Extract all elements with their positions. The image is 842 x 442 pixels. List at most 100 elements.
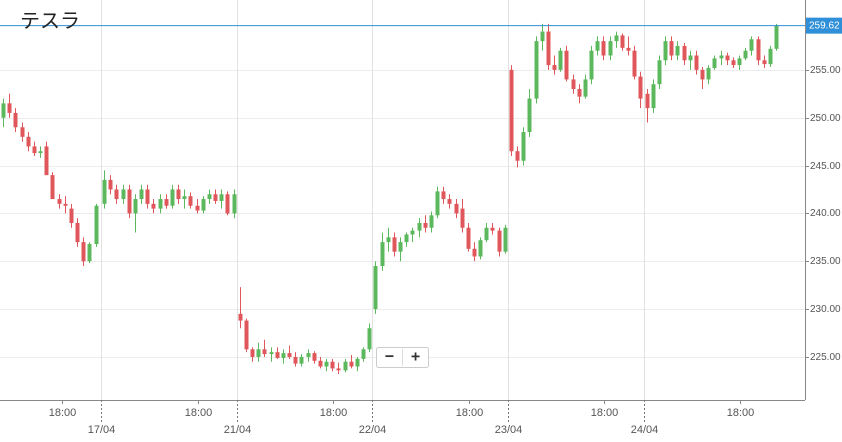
candle-body bbox=[700, 69, 705, 80]
candle-body bbox=[608, 41, 613, 56]
candle-body bbox=[583, 79, 588, 97]
candle-body bbox=[552, 65, 557, 70]
candle-body bbox=[75, 222, 80, 243]
candle-body bbox=[275, 352, 280, 358]
chart-title: テスラ bbox=[20, 10, 80, 32]
candle-body bbox=[108, 179, 113, 190]
candle-body bbox=[7, 103, 12, 113]
candle-body bbox=[287, 353, 292, 357]
zoom-in[interactable]: + bbox=[411, 349, 420, 366]
candle-body bbox=[330, 361, 335, 369]
candle-body bbox=[13, 112, 18, 128]
candle-body bbox=[577, 88, 582, 97]
candle-body bbox=[207, 194, 212, 200]
candle-body bbox=[447, 199, 452, 204]
date-tick-label: 22/04 bbox=[359, 424, 387, 436]
x-tick-label: 18:00 bbox=[456, 407, 484, 419]
candle-body bbox=[589, 50, 594, 80]
candle-body bbox=[527, 98, 532, 133]
candle-body bbox=[306, 353, 311, 357]
candle-body bbox=[164, 199, 169, 206]
last-price-box bbox=[806, 17, 842, 34]
candle-body bbox=[490, 227, 495, 231]
candle-body bbox=[497, 230, 502, 252]
candle-body bbox=[69, 208, 74, 223]
candle-body bbox=[380, 242, 385, 267]
candle-body bbox=[571, 79, 576, 89]
candle-body bbox=[299, 356, 304, 364]
candle-body bbox=[182, 196, 187, 200]
candle-body bbox=[20, 127, 25, 137]
candle-body bbox=[343, 361, 348, 371]
candle-body bbox=[675, 45, 680, 56]
y-tick-label: 240.00 bbox=[810, 208, 841, 219]
candle-body bbox=[417, 222, 422, 231]
y-tick-label: 230.00 bbox=[810, 304, 841, 315]
candle-body bbox=[682, 45, 687, 61]
date-tick-label: 17/04 bbox=[88, 424, 116, 436]
candle-body bbox=[546, 31, 551, 66]
candle-body bbox=[349, 361, 354, 367]
candle-body bbox=[26, 136, 31, 147]
x-tick-label: 18:00 bbox=[727, 407, 755, 419]
candle-body bbox=[638, 76, 643, 99]
candle-body bbox=[466, 227, 471, 249]
candle-body bbox=[540, 31, 545, 42]
candle-body bbox=[176, 189, 181, 200]
candle-body bbox=[657, 60, 662, 85]
candle-body bbox=[737, 58, 742, 66]
candle-body bbox=[743, 50, 748, 59]
grid bbox=[0, 0, 805, 400]
y-tick-label: 250.00 bbox=[810, 113, 841, 124]
candle-body bbox=[774, 25, 779, 49]
candle-body bbox=[694, 55, 699, 70]
candle-body bbox=[626, 47, 631, 51]
zoom-out[interactable]: − bbox=[385, 349, 394, 366]
candle-body bbox=[756, 39, 761, 61]
candle-body bbox=[318, 360, 323, 367]
candle-body bbox=[281, 353, 286, 358]
candle-body bbox=[244, 320, 249, 350]
last-price-label: 259.62 bbox=[809, 20, 840, 31]
candle-body bbox=[57, 199, 62, 204]
date-tick-label: 24/04 bbox=[631, 424, 659, 436]
candle-body bbox=[632, 50, 637, 77]
y-tick-label: 245.00 bbox=[810, 161, 841, 172]
candle-body bbox=[63, 203, 68, 206]
candle-body bbox=[44, 146, 49, 176]
candle-body bbox=[441, 191, 446, 200]
candle-body bbox=[669, 41, 674, 56]
candle-body bbox=[435, 191, 440, 216]
candle-body bbox=[262, 349, 267, 355]
candle-body bbox=[601, 41, 606, 56]
candle-body bbox=[219, 194, 224, 201]
candle-body bbox=[472, 248, 477, 257]
candle-body bbox=[170, 189, 175, 206]
candle-body bbox=[225, 194, 230, 214]
x-tick-label: 18:00 bbox=[591, 407, 619, 419]
candle-body bbox=[386, 237, 391, 243]
candle-body bbox=[94, 205, 99, 245]
candle-body bbox=[521, 132, 526, 161]
candle-body bbox=[706, 67, 711, 80]
candle-body bbox=[645, 93, 650, 109]
candle-body bbox=[614, 35, 619, 42]
candle-body bbox=[324, 361, 329, 367]
candle-body bbox=[158, 199, 163, 209]
candle-body bbox=[749, 39, 754, 51]
candle-body bbox=[195, 205, 200, 211]
candle-body bbox=[515, 151, 520, 161]
candle-body bbox=[238, 313, 243, 321]
candle-body bbox=[32, 146, 37, 154]
candle-body bbox=[688, 55, 693, 61]
candle-body bbox=[151, 203, 156, 209]
candle-body bbox=[534, 41, 539, 99]
x-tick-label: 18:00 bbox=[320, 407, 348, 419]
zoom-controls: − + bbox=[376, 347, 429, 368]
axes: 225.00 230.00 235.00 240.00 245.00 250.00 255.… bbox=[49, 17, 842, 436]
candle-body bbox=[188, 196, 193, 206]
candle-body bbox=[114, 189, 119, 200]
candle-body bbox=[731, 60, 736, 66]
candle-body bbox=[558, 50, 563, 70]
